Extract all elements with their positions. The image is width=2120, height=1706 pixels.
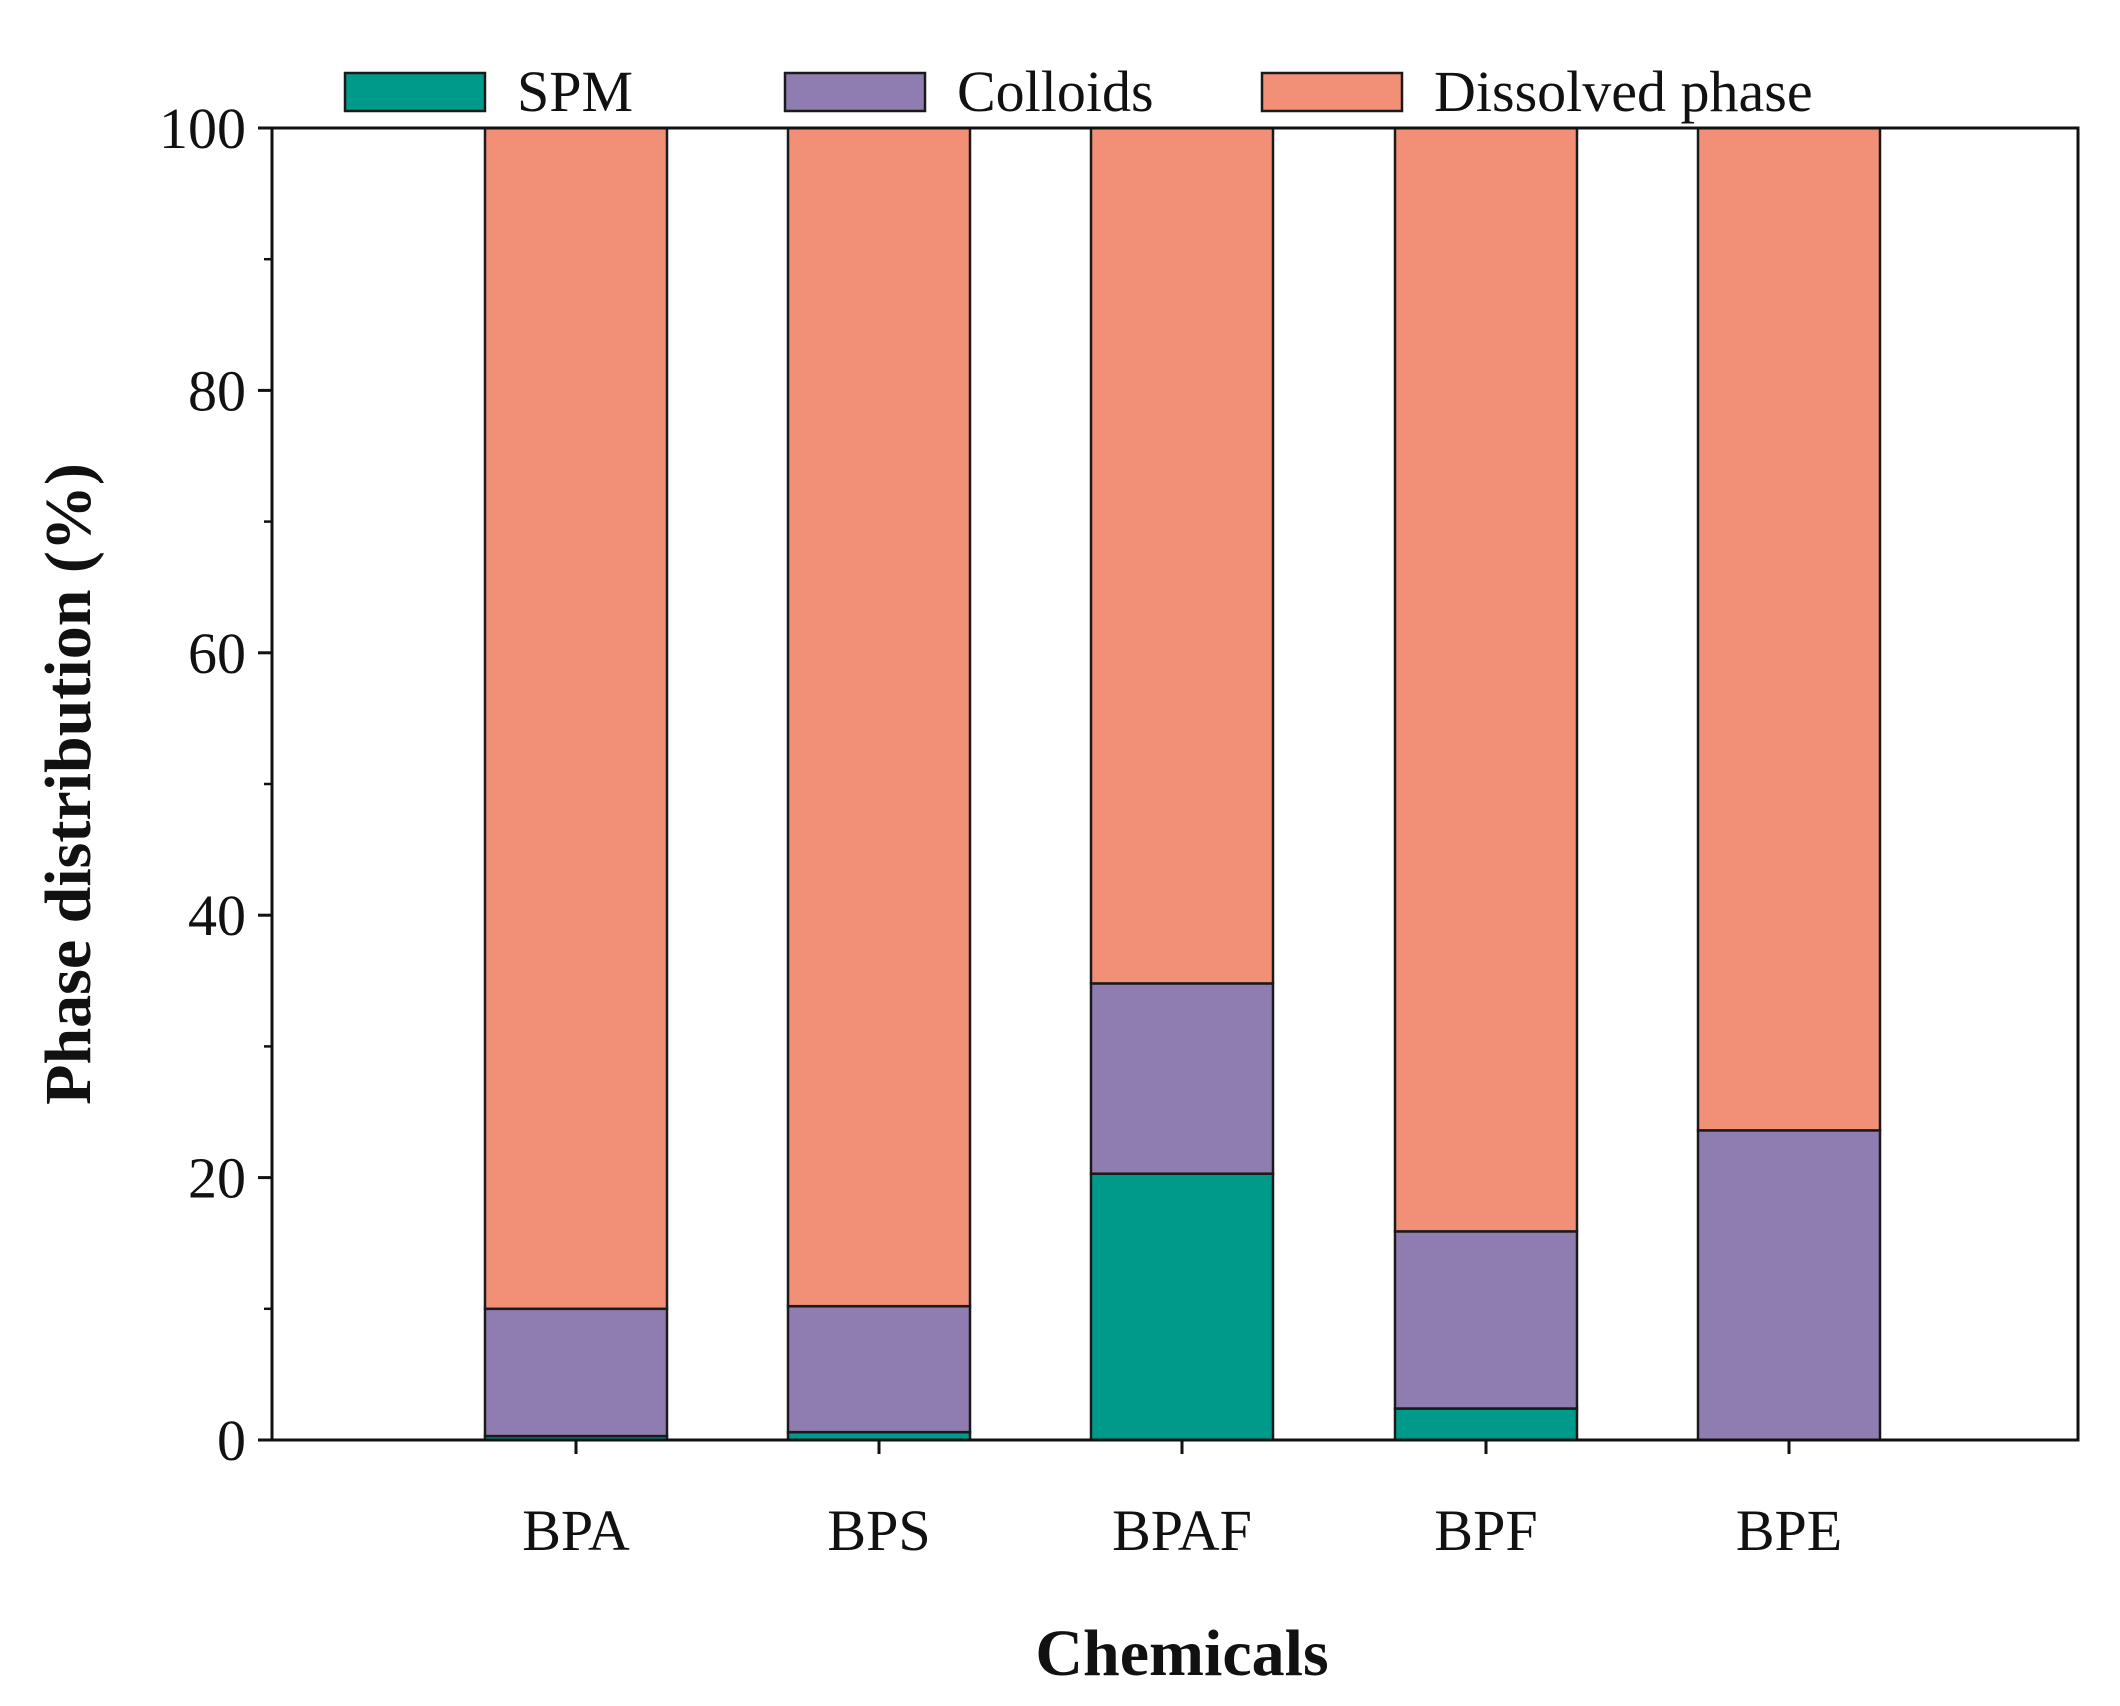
y-tick-label-60: 60: [188, 621, 246, 686]
bars-layer: [483, 126, 1882, 1442]
bar-dissolved-phase-bpaf: [1089, 126, 1275, 985]
bar-stack-bpa: [483, 126, 669, 1442]
x-tick-label-bpf: BPF: [1434, 1498, 1537, 1563]
bar-colloids-bpaf: [1089, 982, 1275, 1175]
bar-dissolved-phase-bpf: [1393, 126, 1579, 1233]
bar-stack-bps: [786, 126, 972, 1442]
y-tick-label-80: 80: [188, 358, 246, 423]
bar-dissolved-phase-bpe: [1696, 126, 1882, 1132]
legend-item-dissolved-phase: Dissolved phase: [1260, 59, 1813, 124]
legend-label-spm: SPM: [517, 59, 633, 124]
y-axis-title: Phase distribution (%): [32, 463, 105, 1105]
bar-stack-bpe: [1696, 126, 1882, 1442]
bar-colloids-bps: [786, 1304, 972, 1434]
x-tick-label-bpe: BPE: [1736, 1498, 1842, 1563]
y-axis: 0 20 40 60 80 100: [159, 96, 272, 1473]
legend-swatch-colloids: [783, 71, 927, 113]
x-tick-label-bps: BPS: [827, 1498, 930, 1563]
legend-swatch-dissolved-phase: [1260, 71, 1404, 113]
legend-item-spm: SPM: [343, 59, 633, 124]
x-axis-title: Chemicals: [1035, 1617, 1328, 1690]
bar-spm-bpf: [1393, 1407, 1579, 1442]
y-tick-label-100: 100: [159, 96, 246, 161]
x-tick-label-bpaf: BPAF: [1112, 1498, 1252, 1563]
bar-dissolved-phase-bpa: [483, 126, 669, 1311]
y-tick-label-20: 20: [188, 1146, 246, 1211]
y-tick-label-40: 40: [188, 883, 246, 948]
bar-colloids-bpa: [483, 1307, 669, 1438]
y-tick-label-0: 0: [217, 1408, 246, 1473]
legend: SPM Colloids Dissolved phase: [343, 59, 1813, 124]
bar-colloids-bpe: [1696, 1129, 1882, 1442]
legend-item-colloids: Colloids: [783, 59, 1154, 124]
bar-spm-bpaf: [1089, 1172, 1275, 1442]
bar-dissolved-phase-bps: [786, 126, 972, 1308]
bar-stack-bpf: [1393, 126, 1579, 1442]
x-tick-label-bpa: BPA: [522, 1498, 630, 1563]
bar-stack-bpaf: [1089, 126, 1275, 1442]
legend-label-dissolved-phase: Dissolved phase: [1434, 59, 1813, 124]
x-axis: BPA BPS BPAF BPF BPE: [522, 1440, 1842, 1563]
legend-label-colloids: Colloids: [957, 59, 1154, 124]
legend-swatch-spm: [343, 71, 487, 113]
bar-colloids-bpf: [1393, 1230, 1579, 1410]
